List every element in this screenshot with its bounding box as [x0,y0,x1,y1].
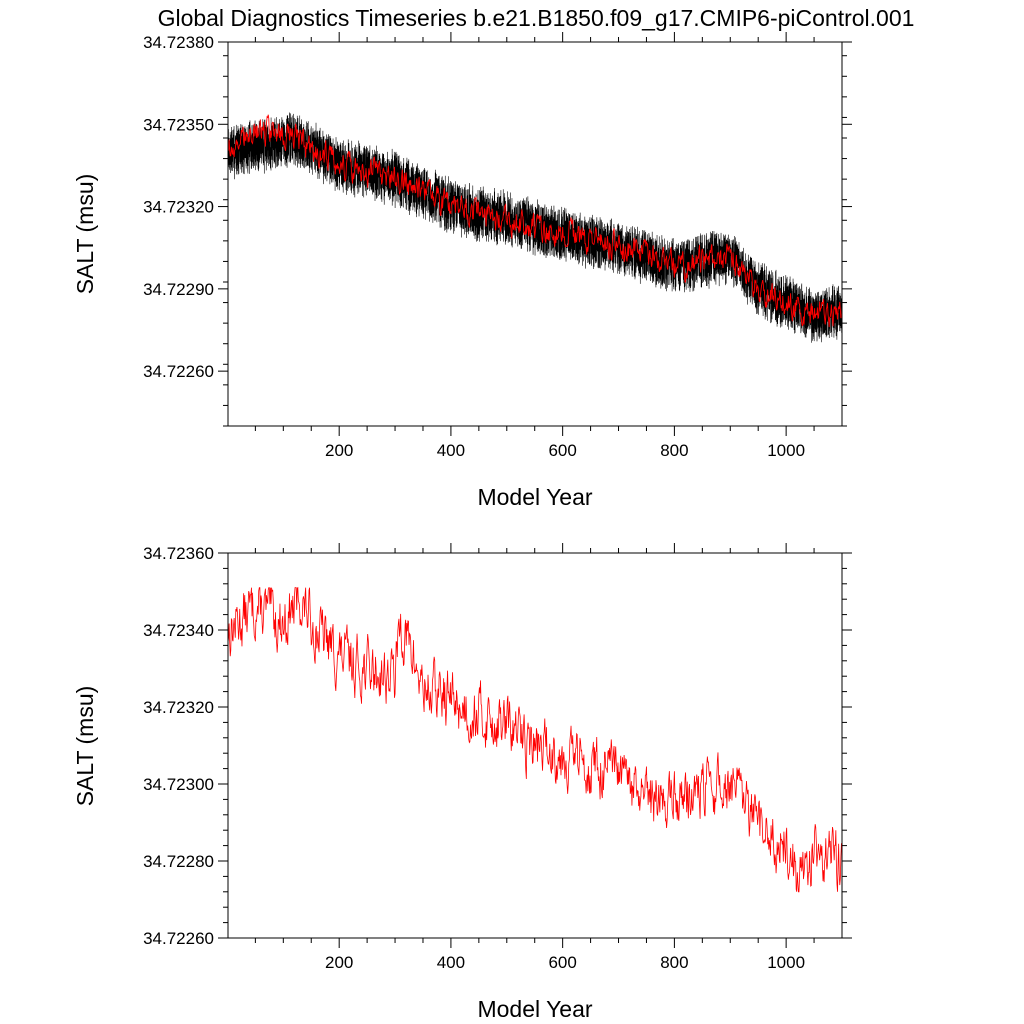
bottom-x-axis-label: Model Year [477,996,592,1022]
top-y-tick-labels: 34.72260 34.72290 34.72320 34.72350 34.72380 [143,33,214,381]
top-y-tick-label: 34.72290 [143,280,214,299]
bottom-x-tick-label: 1000 [767,953,805,972]
top-y-axis-label: SALT (msu) [72,174,98,295]
top-y-tick-label: 34.72350 [143,115,214,134]
top-x-tick-labels: 200 400 600 800 1000 [325,441,805,460]
bottom-annual-series-line [227,586,843,893]
top-annual-series-line [227,114,843,328]
bottom-y-tick-label: 34.72260 [143,929,214,948]
top-y-tick-label: 34.72320 [143,198,214,217]
bottom-y-tick-label: 34.72300 [143,775,214,794]
bottom-x-tick-labels: 200 400 600 800 1000 [325,953,805,972]
bottom-y-axis-label: SALT (msu) [72,686,98,807]
top-plot-series [227,112,843,343]
top-y-tick-label: 34.72380 [143,33,214,52]
top-y-tick-label: 34.72260 [143,362,214,381]
bottom-y-tick-label: 34.72320 [143,698,214,717]
bottom-x-tick-label: 800 [660,953,688,972]
bottom-y-tick-label: 34.72360 [143,544,214,563]
top-x-tick-label: 400 [437,441,465,460]
top-x-tick-label: 600 [548,441,576,460]
chart-title: Global Diagnostics Timeseries b.e21.B185… [158,5,915,31]
top-x-tick-label: 800 [660,441,688,460]
top-x-axis-label: Model Year [477,484,592,510]
top-plot-ticks [218,32,852,436]
top-panel: 200 400 600 800 1000 34.72260 34.72290 34.7232… [72,32,852,510]
bottom-y-tick-label: 34.72280 [143,852,214,871]
top-monthly-series-line [227,112,843,343]
bottom-x-tick-label: 200 [325,953,353,972]
bottom-plot-series [227,586,843,893]
bottom-y-tick-labels: 34.72260 34.72280 34.72300 34.72320 34.72340… [143,544,214,948]
top-x-tick-label: 1000 [767,441,805,460]
top-x-tick-label: 200 [325,441,353,460]
bottom-y-tick-label: 34.72340 [143,621,214,640]
bottom-x-tick-label: 400 [437,953,465,972]
bottom-x-tick-label: 600 [548,953,576,972]
bottom-plot-ticks [218,543,852,948]
bottom-panel: 200 400 600 800 1000 34.72260 34.72280 34.7230… [72,543,852,1022]
